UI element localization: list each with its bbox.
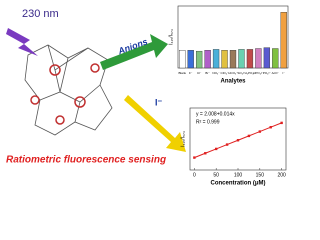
x-tick-label: NO₃⁻ [212,71,220,75]
equation: y = 2.008+0.014x [196,111,235,117]
bar [272,48,279,69]
bar [255,48,262,69]
x-tick-label: F⁻ [189,71,193,75]
x-tick-label: Br⁻ [205,71,210,75]
point [236,139,240,142]
point [204,152,207,155]
point [247,134,251,138]
bar [238,49,245,69]
x-axis-label: Concentration (μM) [211,181,266,187]
bar [204,50,211,69]
bar [246,49,254,69]
iodide-arrow [124,95,186,152]
bar [195,50,203,69]
anions-arrow [100,34,168,70]
point [193,156,196,159]
x-tick-label: 150 [256,172,265,178]
x-tick-label: I⁻ [283,71,286,75]
wavelength-label: 230 nm [22,8,59,20]
x-tick-label: ClO₄⁻ [221,71,229,75]
x-tick-label: SO₄²⁻ [237,71,246,75]
r-squared: R² = 0.999 [196,119,220,125]
y-axis-label: I₄₁₅/I₅₇₄ [180,131,186,147]
x-tick-label: H₂PO₄⁻ [245,71,256,75]
bar [280,11,287,69]
light-bolt [6,28,38,56]
point [280,121,283,125]
x-tick-label: PO₄³⁻ [263,71,272,75]
x-tick-label: 0 [193,172,196,178]
x-tick-label: AcO⁻ [272,71,280,75]
x-axis-label: Analytes [220,79,246,85]
bar [229,50,237,69]
bar [263,47,271,69]
plot-frame [189,107,287,171]
point [258,130,262,133]
x-tick-label: 200 [277,172,286,178]
x-tick-label: HPO₄²⁻ [253,71,264,75]
graphical-abstract: 230 nm Anions I⁻ Ratiometric fluorescenc… [6,5,289,187]
point [225,143,229,146]
x-tick-label: HCO₃⁻ [228,71,238,75]
bar [179,50,186,69]
x-tick-label: Blank [178,71,186,75]
point [269,126,272,129]
caption: Ratiometric fluorescence sensing [6,155,166,166]
bar [212,49,220,69]
x-tick-label: 100 [234,172,243,178]
bar [187,50,194,69]
x-tick-label: 50 [213,172,219,178]
crystal-structure [24,44,113,136]
iodide-label: I⁻ [155,97,163,107]
x-tick-label: Cl⁻ [197,71,202,75]
point [214,147,218,151]
y-axis-label: I₄₁₅/I₅₇₄ [168,29,174,45]
bar [221,50,228,69]
